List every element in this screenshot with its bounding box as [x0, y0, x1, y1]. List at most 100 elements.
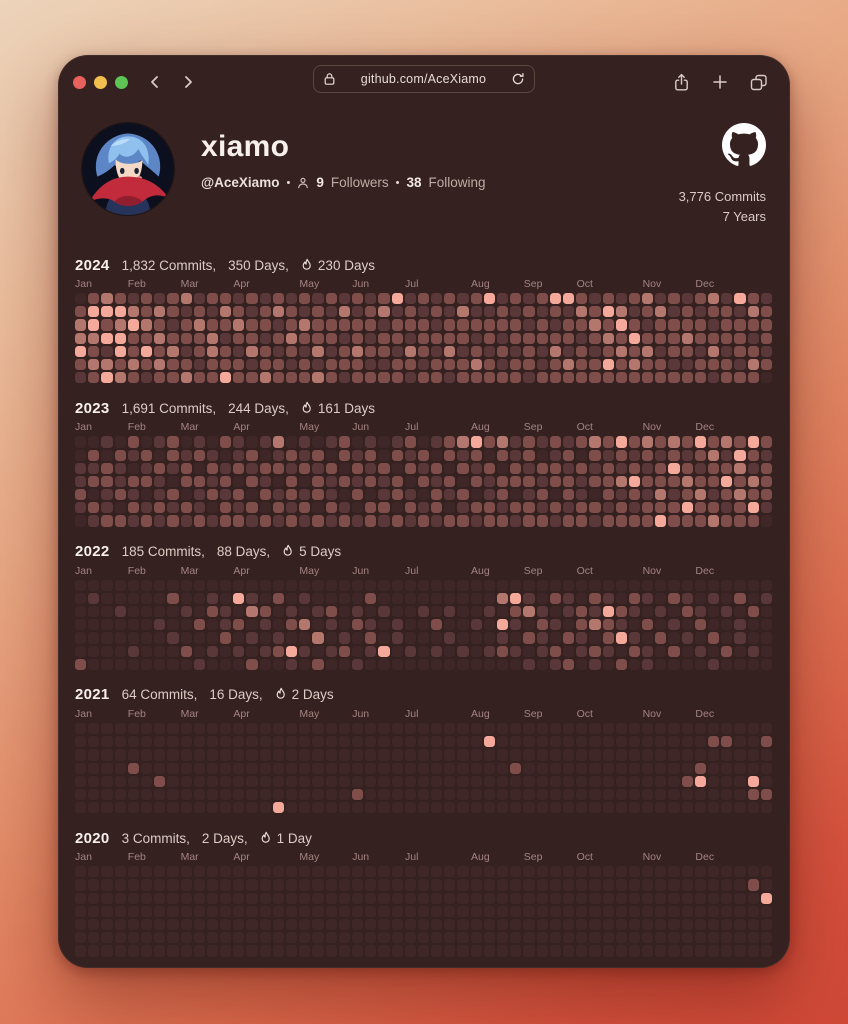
contribution-cell[interactable] — [497, 475, 509, 488]
contribution-cell[interactable] — [351, 592, 364, 604]
contribution-cell[interactable] — [523, 645, 535, 657]
contribution-cell[interactable] — [404, 436, 416, 448]
contribution-cell[interactable] — [101, 345, 113, 357]
contribution-cell[interactable] — [180, 658, 192, 670]
contribution-cell[interactable] — [431, 372, 443, 384]
contribution-cell[interactable] — [167, 866, 179, 878]
contribution-cell[interactable] — [180, 866, 192, 878]
contribution-cell[interactable] — [576, 579, 588, 591]
contribution-cell[interactable] — [233, 722, 245, 735]
contribution-cell[interactable] — [510, 358, 522, 371]
contribution-cell[interactable] — [180, 645, 192, 657]
contribution-cell[interactable] — [101, 879, 113, 891]
contribution-cell[interactable] — [510, 762, 522, 774]
contribution-cell[interactable] — [628, 606, 641, 618]
contribution-cell[interactable] — [562, 919, 575, 931]
contribution-cell[interactable] — [206, 658, 219, 670]
contribution-cell[interactable] — [114, 879, 126, 891]
contribution-cell[interactable] — [589, 749, 601, 761]
contribution-cell[interactable] — [154, 579, 166, 591]
contribution-cell[interactable] — [193, 619, 205, 631]
contribution-cell[interactable] — [404, 372, 416, 384]
contribution-cell[interactable] — [576, 736, 588, 748]
contribution-cell[interactable] — [206, 436, 219, 448]
contribution-cell[interactable] — [88, 293, 100, 305]
contribution-cell[interactable] — [615, 775, 627, 787]
contribution-cell[interactable] — [655, 489, 667, 501]
contribution-cell[interactable] — [246, 722, 258, 735]
contribution-cell[interactable] — [694, 372, 706, 384]
contribution-cell[interactable] — [365, 619, 377, 631]
contribution-cell[interactable] — [220, 932, 232, 944]
contribution-cell[interactable] — [615, 372, 627, 384]
contribution-cell[interactable] — [286, 632, 298, 644]
contribution-cell[interactable] — [431, 619, 443, 631]
contribution-cell[interactable] — [206, 866, 219, 878]
contribution-cell[interactable] — [523, 332, 535, 344]
contribution-cell[interactable] — [642, 306, 654, 318]
contribution-cell[interactable] — [167, 332, 179, 344]
contribution-cell[interactable] — [642, 879, 654, 891]
contribution-cell[interactable] — [497, 788, 509, 801]
contribution-cell[interactable] — [75, 892, 87, 904]
contribution-cell[interactable] — [497, 892, 509, 904]
contribution-cell[interactable] — [668, 879, 680, 891]
contribution-cell[interactable] — [431, 802, 443, 814]
contribution-cell[interactable] — [220, 892, 232, 904]
contribution-cell[interactable] — [444, 358, 456, 371]
contribution-cell[interactable] — [299, 775, 311, 787]
contribution-cell[interactable] — [431, 879, 443, 891]
contribution-cell[interactable] — [523, 945, 535, 957]
contribution-cell[interactable] — [404, 345, 416, 357]
contribution-cell[interactable] — [312, 736, 324, 748]
contribution-cell[interactable] — [642, 775, 654, 787]
contribution-cell[interactable] — [246, 372, 258, 384]
contribution-cell[interactable] — [338, 632, 350, 644]
contribution-cell[interactable] — [417, 502, 430, 514]
contribution-cell[interactable] — [444, 489, 456, 501]
contribution-cell[interactable] — [562, 502, 575, 514]
contribution-cell[interactable] — [642, 762, 654, 774]
contribution-cell[interactable] — [444, 515, 456, 527]
contribution-cell[interactable] — [378, 788, 390, 801]
contribution-cell[interactable] — [391, 632, 403, 644]
contribution-cell[interactable] — [457, 788, 469, 801]
contribution-cell[interactable] — [681, 762, 693, 774]
contribution-cell[interactable] — [589, 579, 601, 591]
contribution-cell[interactable] — [747, 293, 759, 305]
contribution-cell[interactable] — [404, 892, 416, 904]
contribution-cell[interactable] — [299, 345, 311, 357]
contribution-cell[interactable] — [338, 306, 350, 318]
contribution-cell[interactable] — [668, 919, 680, 931]
contribution-cell[interactable] — [708, 788, 720, 801]
contribution-cell[interactable] — [312, 579, 324, 591]
contribution-cell[interactable] — [721, 592, 733, 604]
contribution-cell[interactable] — [734, 722, 746, 735]
contribution-cell[interactable] — [378, 306, 390, 318]
contribution-cell[interactable] — [391, 579, 403, 591]
contribution-cell[interactable] — [272, 475, 284, 488]
contribution-cell[interactable] — [167, 762, 179, 774]
contribution-cell[interactable] — [457, 879, 469, 891]
contribution-cell[interactable] — [431, 332, 443, 344]
contribution-cell[interactable] — [220, 293, 232, 305]
contribution-cell[interactable] — [114, 592, 126, 604]
contribution-cell[interactable] — [154, 722, 166, 735]
contribution-cell[interactable] — [75, 358, 87, 371]
contribution-cell[interactable] — [562, 658, 575, 670]
contribution-cell[interactable] — [549, 892, 561, 904]
contribution-cell[interactable] — [154, 306, 166, 318]
contribution-cell[interactable] — [127, 293, 139, 305]
contribution-cell[interactable] — [378, 502, 390, 514]
contribution-cell[interactable] — [589, 658, 601, 670]
contribution-cell[interactable] — [206, 332, 219, 344]
contribution-cell[interactable] — [576, 306, 588, 318]
contribution-cell[interactable] — [497, 358, 509, 371]
contribution-cell[interactable] — [483, 932, 495, 944]
contribution-cell[interactable] — [180, 358, 192, 371]
contribution-cell[interactable] — [180, 788, 192, 801]
contribution-cell[interactable] — [536, 515, 548, 527]
contribution-cell[interactable] — [576, 645, 588, 657]
contribution-cell[interactable] — [668, 606, 680, 618]
contribution-cell[interactable] — [721, 892, 733, 904]
